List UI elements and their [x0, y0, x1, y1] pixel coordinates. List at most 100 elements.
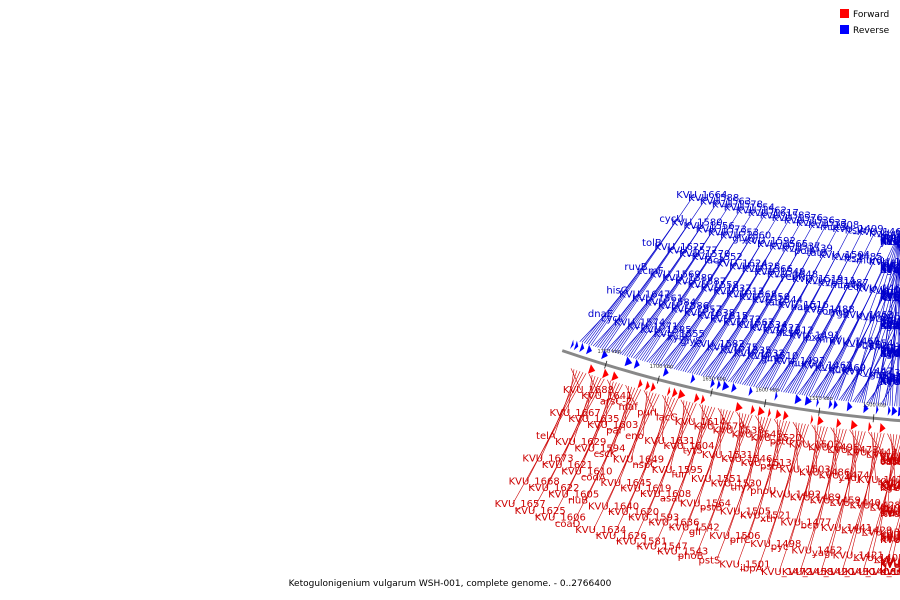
gene-label: ftsZ	[844, 254, 863, 265]
gene-label: lpxC	[802, 333, 824, 344]
leader-line	[737, 417, 766, 512]
gene-label: xylR	[667, 333, 689, 344]
gene-label: KVU_1575	[707, 342, 758, 353]
leader-line	[630, 204, 731, 358]
leader-line	[585, 388, 639, 501]
tick-label: 1600 kbp	[756, 387, 780, 393]
gene-label: glgC	[869, 370, 891, 381]
gene-label: KVU_1634	[575, 525, 626, 536]
leader-line	[757, 420, 784, 516]
gene-label: tytS	[683, 446, 703, 457]
gene-label: menG	[880, 567, 900, 578]
gene-label: KVU_1501	[719, 560, 770, 571]
gene-label: KVU_1592	[745, 236, 796, 247]
gene-label: glyQ	[732, 233, 755, 244]
tick-mark	[710, 388, 713, 397]
gene-label: KVU_1503	[780, 465, 831, 476]
gene-label: KVU_1608	[640, 489, 691, 500]
gene-label: KVU_1570	[679, 249, 730, 260]
gene-label: KVU_1588	[688, 193, 739, 204]
gene-label: glgX	[880, 371, 900, 382]
gene-label: KVU_1405	[853, 553, 900, 564]
gene-label: pstB	[700, 503, 722, 514]
gene-label: KVU_1510	[747, 351, 798, 362]
gene-label: KVU_1584	[645, 297, 696, 308]
gene-label: KVU_1629	[555, 437, 606, 448]
gene-label: KVU_1537	[769, 241, 820, 252]
gene-label: ftsW	[845, 226, 867, 237]
gene-label: KVU_1567	[723, 317, 774, 328]
gene-label: KVU_1382	[880, 567, 900, 578]
forward-gene-arrow	[775, 409, 782, 420]
gene-label: KVU_1474	[819, 470, 870, 481]
gene-label: nac	[880, 237, 898, 248]
gene-label: KVU_1523	[749, 323, 800, 334]
leader-line	[626, 253, 698, 357]
leader-line	[581, 290, 625, 343]
gene-label: vdh	[880, 374, 899, 385]
leader-line	[777, 423, 803, 520]
leader-line	[671, 212, 766, 369]
leader-line	[697, 410, 728, 504]
leader-line	[595, 294, 638, 347]
leader-line	[615, 225, 702, 354]
forward-gene-arrow	[700, 394, 706, 405]
gene-label: murG	[788, 359, 816, 370]
leader-line	[599, 246, 673, 349]
gene-label: KVU_1620	[608, 507, 659, 518]
gene-label: KVU_1688	[563, 385, 614, 396]
leader-line	[653, 260, 723, 365]
gene-label: KVU_1574	[614, 317, 665, 328]
forward-gene-arrow	[611, 371, 619, 381]
gene-label: KVU_1647	[619, 290, 670, 301]
leader-line	[850, 237, 899, 402]
leader-line	[716, 418, 772, 561]
gene-label: kdsD	[880, 293, 900, 304]
gene-label: KVU_1424	[866, 450, 900, 461]
gene-label: KVU_1560	[720, 230, 771, 241]
leader-line	[897, 240, 900, 288]
gene-label: KVU_1587	[675, 277, 726, 288]
leader-line	[612, 250, 686, 353]
reverse-gene-arrow	[897, 406, 900, 417]
gene-label: KVU_1399	[880, 344, 900, 355]
leader-line	[753, 226, 839, 387]
gene-label: KVU_1506	[709, 531, 760, 542]
gene-label: rpmA	[880, 231, 900, 242]
leader-line	[642, 232, 727, 361]
leader-line	[822, 234, 899, 399]
gene-label: KVU_1593	[628, 513, 679, 524]
gene-label: KVU_1388	[874, 555, 900, 566]
tick-mark	[818, 407, 821, 416]
gene-label: KVU_1505	[720, 507, 771, 518]
gene-label: KVU_1367	[880, 559, 900, 570]
gene-label: KVU_1625	[515, 506, 566, 517]
gene-label: KVU_1555	[654, 329, 705, 340]
gene-label: KVU_1449	[880, 258, 900, 269]
gene-label: KVU_1387	[880, 480, 900, 491]
gene-label: sfuC	[880, 508, 900, 519]
reverse-gene-arrow	[804, 395, 812, 406]
gene-label: KVU_1398	[862, 528, 900, 539]
reverse-gene-arrow	[794, 394, 802, 405]
forward-gene-arrow	[810, 414, 814, 425]
reverse-gene-arrow	[601, 349, 608, 360]
gene-label: ccmF	[637, 266, 664, 277]
gene-label: KVU_1573	[696, 224, 747, 235]
gene-label: KVU_1460	[869, 257, 900, 268]
gene-label: tatC	[765, 297, 786, 308]
gene-label: KVU_1502	[789, 440, 840, 451]
gene-label: KVU_1420	[803, 567, 854, 578]
leader-line	[657, 401, 691, 494]
gene-label: KVU_1383	[880, 455, 900, 466]
gene-label: comL	[817, 306, 844, 317]
leader-line	[721, 274, 786, 381]
gene-label: KVU_1497	[774, 356, 825, 367]
leader-line	[660, 337, 686, 366]
gene-label: KVU_1589	[662, 273, 713, 284]
leader-line	[748, 278, 811, 387]
leader-line	[625, 385, 637, 408]
gene-label: tatB	[806, 248, 827, 259]
leader-line	[820, 261, 888, 398]
